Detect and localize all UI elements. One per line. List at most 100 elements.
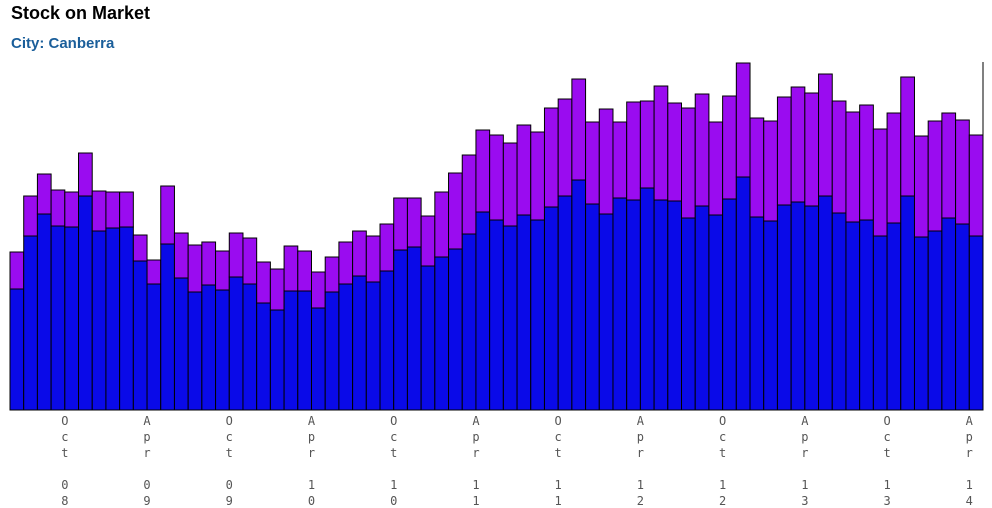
bar-segment: [955, 119, 970, 225]
bar-segment: [585, 203, 600, 411]
bar-segment: [215, 250, 230, 291]
bar-segment: [598, 108, 614, 215]
bar-segment: [36, 173, 52, 215]
bar-segment: [571, 78, 587, 181]
bar-segment: [105, 227, 121, 411]
bar-segment: [78, 152, 93, 197]
bar-segment: [927, 230, 943, 411]
bar-segment: [639, 187, 655, 411]
bar-segment: [653, 199, 669, 411]
bar-segment: [557, 98, 573, 197]
bar-segment: [900, 195, 915, 411]
bar-segment: [434, 191, 450, 258]
bar-segment: [310, 307, 326, 411]
bar-segment: [667, 102, 683, 202]
bar-segment: [283, 290, 299, 411]
bar-segment: [749, 117, 765, 218]
bar-segment: [64, 191, 80, 228]
bar-segment: [105, 191, 121, 229]
bar-segment: [297, 290, 312, 411]
bar-segment: [543, 206, 559, 411]
x-tick-label: Apr 11: [469, 414, 483, 508]
chart-subtitle: City: Canberra: [11, 35, 115, 52]
bar-segment: [132, 234, 148, 262]
bar-segment: [694, 205, 710, 411]
x-tick-label: Oct 12: [716, 414, 730, 508]
bar-segment: [119, 226, 134, 411]
bar-segment: [872, 128, 888, 237]
bar-segment: [91, 190, 107, 232]
x-tick-label: Apr 10: [304, 414, 318, 508]
bar-segment: [160, 185, 175, 245]
bar-segment: [804, 205, 820, 411]
bar-segment: [763, 220, 778, 411]
bar-segment: [776, 96, 792, 206]
bar-segment: [324, 291, 340, 411]
bar-segment: [859, 219, 874, 411]
bar-segment: [804, 92, 820, 207]
bar-segment: [776, 204, 792, 411]
bar-segment: [393, 197, 408, 251]
bar-segment: [379, 223, 395, 272]
bar-segment: [941, 217, 957, 411]
bar-segment: [365, 235, 381, 283]
bar-segment: [215, 289, 230, 411]
bar-segment: [735, 62, 751, 178]
bar-segment: [352, 275, 367, 411]
bar-segment: [448, 172, 463, 250]
bar-segment: [475, 211, 491, 411]
bar-segment: [119, 191, 134, 228]
bar-segment: [900, 76, 915, 197]
bar-segment: [818, 73, 833, 197]
x-tick-label: Oct 13: [880, 414, 894, 508]
bar-segment: [187, 244, 203, 293]
x-tick-label: Apr 12: [633, 414, 647, 508]
bar-segment: [543, 107, 559, 208]
bar-segment: [681, 107, 696, 219]
x-tick-label: Apr 09: [140, 414, 154, 508]
bar-segment: [722, 198, 737, 411]
bar-segment: [694, 93, 710, 207]
bar-segment: [831, 212, 847, 411]
bar-segment: [872, 235, 888, 411]
bar-segment: [64, 226, 80, 411]
bar-segment: [722, 95, 737, 200]
bar-segment: [297, 250, 312, 292]
bar-segment: [461, 233, 477, 411]
bar-segment: [639, 100, 655, 189]
bar-segment: [78, 195, 93, 411]
bar-segment: [269, 268, 285, 311]
bar-segment: [448, 248, 463, 411]
bar-segment: [160, 243, 175, 411]
bar-segment: [242, 237, 258, 285]
bar-segment: [913, 236, 929, 411]
bar-segment: [735, 176, 751, 411]
bar-segment: [530, 219, 545, 411]
bar-segment: [612, 197, 628, 411]
bar-segment: [242, 283, 258, 411]
bar-segment: [36, 213, 52, 411]
bar-segment: [310, 271, 326, 309]
bar-segment: [379, 270, 395, 411]
bar-segment: [489, 219, 504, 411]
bar-segment: [256, 261, 271, 304]
x-tick-label: Oct 10: [387, 414, 401, 508]
bar-segment: [598, 213, 614, 411]
bar-segment: [283, 245, 299, 292]
bar-segment: [201, 284, 217, 411]
bar-segment: [9, 251, 25, 290]
bar-segment: [434, 256, 450, 411]
bar-segment: [50, 225, 66, 411]
x-tick-label: Apr 14: [962, 414, 976, 508]
bar-segment: [228, 276, 244, 411]
bar-segment: [324, 256, 340, 293]
bar-segment: [831, 100, 847, 214]
bar-segment: [859, 104, 874, 221]
bar-segment: [420, 215, 436, 267]
bar-segment: [23, 195, 38, 237]
bar-segment: [749, 216, 765, 411]
bar-segment: [91, 230, 107, 411]
bar-segment: [187, 291, 203, 411]
bar-segment: [420, 265, 436, 411]
x-tick-label: Oct 08: [58, 414, 72, 508]
